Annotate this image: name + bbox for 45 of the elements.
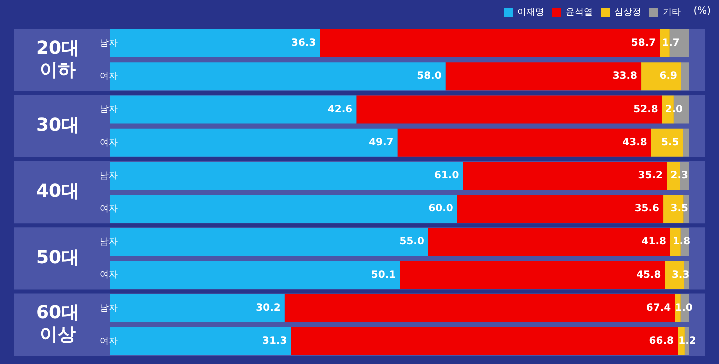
data-label: 35.6 [634,204,660,215]
data-label: 42.6 [328,104,353,116]
y-tick-label: 남자 [100,236,118,247]
text: 40대 [36,181,80,202]
text: 50대 [36,247,80,268]
data-label: 66.8 [649,336,674,348]
data-label: 61.0 [434,170,460,182]
data-label: 1.2 [678,336,696,348]
legend-label: 이재명 [518,6,544,17]
data-label: 35.2 [638,170,664,182]
data-label: 33.8 [612,71,638,82]
data-label: 58.7 [631,38,656,50]
data-label: 49.7 [369,137,394,148]
data-label: 5.5 [661,137,680,148]
text: 20대 이하 [36,38,80,81]
data-label: 43.8 [622,137,648,148]
data-label: 31.3 [262,336,288,348]
data-label: 50.1 [371,270,396,281]
data-label: 67.4 [646,302,672,314]
y-tick-label: 남자 [100,38,118,48]
data-label: 58.0 [417,71,442,82]
data-label: 55.0 [400,236,424,248]
y-tick-label: 남자 [100,302,118,313]
y-tick-label: 여자 [100,336,118,346]
y-tick-label: 남자 [100,104,118,114]
y-tick-label: 여자 [100,137,118,148]
text: 60대 이상 [36,302,80,346]
y-tick-label: 남자 [100,170,118,180]
data-label: 60.0 [428,204,454,215]
legend-label: 심상정 [614,6,642,17]
data-label: 45.8 [636,270,662,281]
y-tick-label: 여자 [100,204,118,214]
y-tick-label: 여자 [100,270,118,280]
data-label: 1.0 [675,302,693,314]
legend-label: 윤석열 [566,6,593,17]
y-tick-label: 여자 [100,71,118,82]
text: 30대 [36,114,80,136]
legend-title: (%) [694,6,711,17]
legend-label: 기타 [663,6,681,17]
data-label: 30.2 [256,302,281,314]
data-label: 6.9 [660,71,678,82]
data-label: 1.8 [672,236,691,248]
data-label: 41.8 [642,236,666,248]
data-label: 36.3 [291,38,316,50]
data-label: 52.8 [634,104,658,116]
